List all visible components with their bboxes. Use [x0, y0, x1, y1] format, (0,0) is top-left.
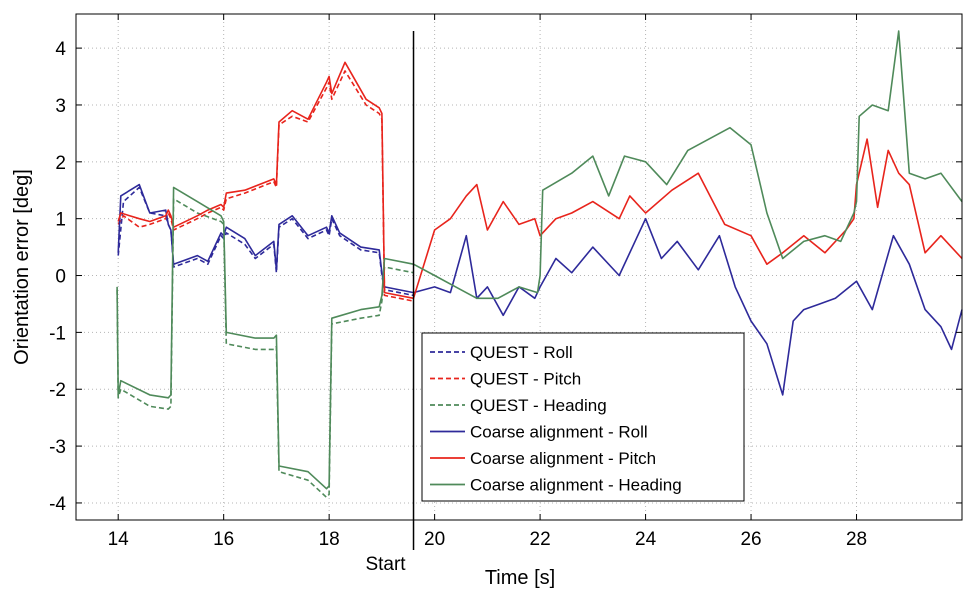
x-tick-label: 24 — [635, 529, 657, 550]
y-tick-label: -2 — [49, 380, 66, 401]
series-line-coarse-alignment-roll — [117, 183, 963, 396]
x-tick-label: 18 — [319, 529, 340, 550]
series-line-coarse-alignment-pitch — [117, 61, 963, 300]
x-tick-label: 22 — [530, 529, 551, 550]
tick-layer: 14 16 18 20 22 24 26 28 -4 -3 -2 -1 0 1 2 3 4 — [49, 14, 962, 550]
y-tick-label: -4 — [49, 494, 66, 515]
x-tick-label: 20 — [424, 529, 445, 550]
y-tick-label: 1 — [55, 210, 66, 231]
legend: QUEST - Roll QUEST - Pitch QUEST - Heading… — [421, 332, 745, 502]
legend-label: QUEST - Heading — [470, 396, 607, 415]
series-line-coarse-alignment-heading — [116, 30, 963, 490]
series-line-quest-roll — [117, 186, 414, 297]
annotation-layer: Start — [365, 31, 415, 575]
series-layer — [116, 30, 963, 499]
x-tick-label: 14 — [108, 529, 130, 550]
x-axis-label: Time [s] — [485, 567, 555, 589]
y-tick-label: 2 — [55, 153, 66, 174]
y-axis-label: Orientation error [deg] — [11, 169, 33, 365]
series-line-quest-heading — [116, 198, 414, 499]
legend-box — [421, 332, 745, 502]
x-tick-label: 16 — [213, 529, 234, 550]
legend-label: QUEST - Roll — [470, 343, 573, 362]
legend-label: Coarse alignment - Roll — [470, 423, 648, 442]
y-tick-label: -3 — [49, 437, 66, 458]
y-tick-label: -1 — [49, 323, 66, 344]
legend-label: QUEST - Pitch — [470, 370, 581, 389]
legend-label: Coarse alignment - Pitch — [470, 449, 656, 468]
start-marker-label: Start — [365, 554, 406, 575]
plot-frame — [75, 13, 963, 521]
y-tick-label: 4 — [55, 39, 66, 60]
y-tick-label: 0 — [55, 267, 66, 288]
y-tick-label: 3 — [55, 96, 66, 117]
x-tick-label: 28 — [846, 529, 867, 550]
legend-label: Coarse alignment - Heading — [470, 476, 682, 495]
x-tick-label: 26 — [740, 529, 761, 550]
